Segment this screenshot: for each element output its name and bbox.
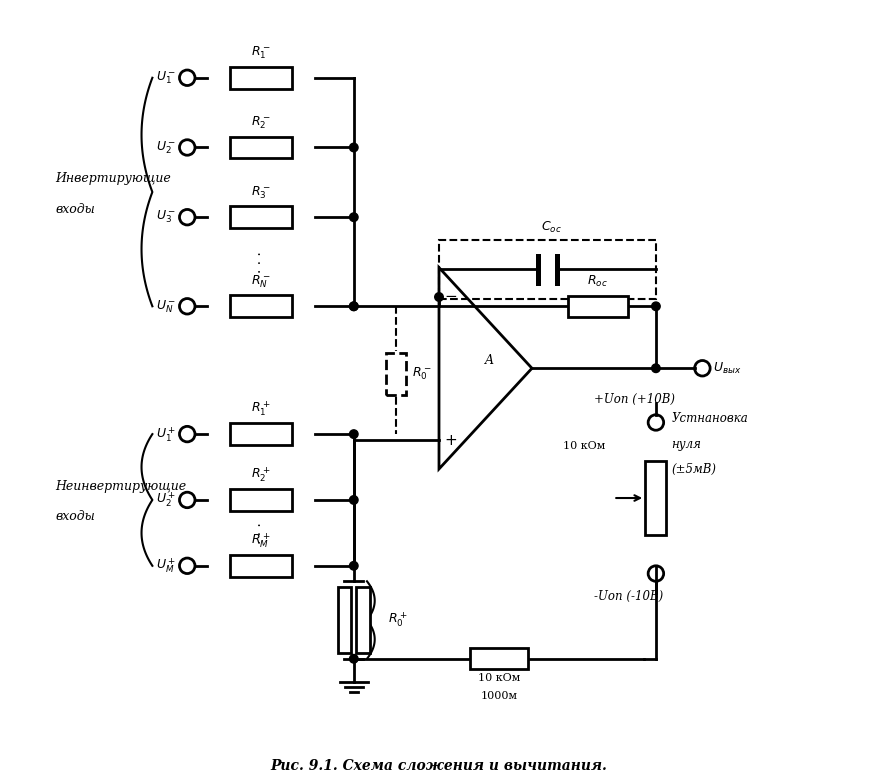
Circle shape	[349, 143, 358, 152]
Bar	[230, 137, 291, 158]
Bar	[337, 587, 351, 653]
Text: $R_0^-$: $R_0^-$	[411, 366, 431, 382]
Circle shape	[651, 302, 660, 311]
Bar	[230, 555, 291, 576]
Circle shape	[349, 213, 358, 222]
Text: $-$: $-$	[444, 288, 457, 302]
Text: $C_{oc}$: $C_{oc}$	[540, 220, 561, 235]
Text: $U_1^+$: $U_1^+$	[156, 424, 176, 443]
Text: A: A	[484, 354, 493, 367]
Text: $U_M^+$: $U_M^+$	[156, 557, 176, 576]
Circle shape	[349, 561, 358, 570]
Text: входы: входы	[55, 511, 96, 524]
Text: $U_{вых}$: $U_{вых}$	[712, 361, 741, 376]
Text: 10 кОм: 10 кОм	[477, 673, 519, 683]
Text: $R_N^-$: $R_N^-$	[251, 273, 270, 290]
Text: $R_2^-$: $R_2^-$	[251, 115, 270, 132]
Bar	[230, 489, 291, 511]
Bar	[230, 295, 291, 317]
Text: Рис. 9.1. Схема сложения и вычитания.: Рис. 9.1. Схема сложения и вычитания.	[270, 759, 607, 773]
Text: $U_2^-$: $U_2^-$	[156, 139, 176, 156]
Text: Устнановка: Устнановка	[671, 412, 747, 425]
Bar	[356, 587, 369, 653]
Circle shape	[434, 293, 443, 301]
Text: $R_1^-$: $R_1^-$	[251, 45, 270, 62]
Text: -Uоп (-10В): -Uоп (-10В)	[593, 590, 662, 603]
Text: 10 кОм: 10 кОм	[563, 441, 605, 451]
Bar	[230, 67, 291, 88]
Bar	[230, 424, 291, 445]
Text: $R_2^+$: $R_2^+$	[251, 465, 270, 484]
Text: Неинвертирующие: Неинвертирующие	[55, 479, 187, 493]
Text: $R_{oc}$: $R_{oc}$	[587, 274, 608, 289]
Circle shape	[349, 430, 358, 438]
Circle shape	[349, 302, 358, 311]
Bar	[438, 240, 655, 298]
Text: +Uоп (+10В): +Uоп (+10В)	[593, 393, 674, 406]
Text: · · ·: · · ·	[253, 251, 267, 272]
Bar	[386, 353, 406, 395]
Text: · · ·: · · ·	[253, 522, 267, 544]
Text: $U_N^-$: $U_N^-$	[156, 298, 176, 315]
Text: $U_2^+$: $U_2^+$	[156, 491, 176, 510]
Bar	[469, 648, 527, 669]
Text: 1000м: 1000м	[480, 691, 517, 702]
Text: $R_1^+$: $R_1^+$	[251, 399, 270, 418]
Text: Инвертирующие: Инвертирующие	[55, 171, 171, 185]
Text: $R_0^+$: $R_0^+$	[388, 611, 407, 630]
Text: $U_1^-$: $U_1^-$	[156, 70, 176, 86]
Bar	[645, 461, 666, 535]
Bar	[567, 296, 627, 317]
Text: $R_3^-$: $R_3^-$	[251, 185, 270, 201]
Text: (±5мВ): (±5мВ)	[671, 463, 716, 475]
Text: $+$: $+$	[444, 434, 457, 448]
Circle shape	[349, 655, 358, 663]
Bar	[230, 207, 291, 228]
Text: нуля: нуля	[671, 438, 701, 451]
Circle shape	[349, 302, 358, 311]
Text: $R_M^+$: $R_M^+$	[251, 531, 270, 550]
Circle shape	[349, 496, 358, 504]
Text: $U_3^-$: $U_3^-$	[156, 209, 176, 226]
Text: входы: входы	[55, 203, 96, 215]
Circle shape	[651, 364, 660, 373]
